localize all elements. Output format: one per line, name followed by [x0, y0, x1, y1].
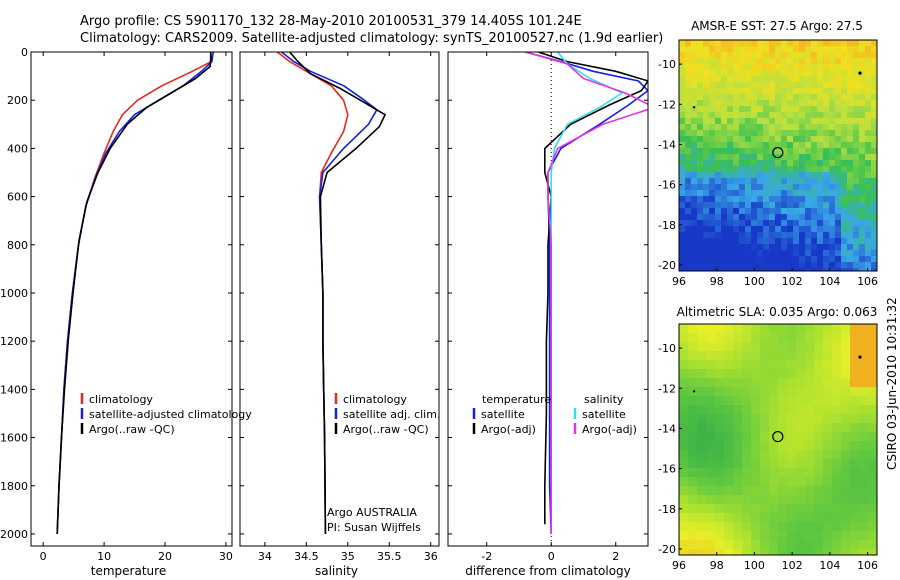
- x-tick-label: 10: [97, 550, 111, 563]
- x-axis-label: difference from climatology: [465, 564, 631, 578]
- argo-location-marker: [772, 146, 784, 159]
- plot-frame: [447, 51, 649, 547]
- y-tick-label: 800: [7, 239, 28, 252]
- series-line-argo-raw-qc: [56, 52, 212, 535]
- x-tick-label: 34.5: [294, 550, 319, 563]
- temperature-profile-panel: 0 10 20 30 0 200 400 600 800 1000 1200 1400 1600 1800…: [0, 46, 252, 578]
- x-tick-label: 0: [548, 550, 555, 563]
- legend-label: satellite-adjusted climatology: [89, 408, 252, 421]
- plot-frame: [30, 51, 233, 547]
- lat-tick-label: -20: [658, 259, 676, 272]
- y-tick-label: 200: [7, 94, 28, 107]
- timestamp-label: CSIRO 03-Jun-2010 10:31:32: [885, 297, 899, 470]
- series-line-argo-adj-salinity: [525, 52, 648, 534]
- argo-info-annotation: Argo AUSTRALIA: [327, 506, 417, 519]
- lat-tick-label: -12: [658, 382, 676, 395]
- series-line-satellite-temperature: [525, 52, 648, 535]
- lon-tick-label: 100: [744, 275, 765, 288]
- lon-tick-label: 96: [672, 559, 686, 572]
- x-tick-label: 35.5: [377, 550, 402, 563]
- island-marker: [692, 106, 696, 109]
- map-frame: [678, 39, 878, 272]
- lat-tick-label: -14: [658, 138, 676, 151]
- x-tick-label: 36: [424, 550, 438, 563]
- series-line-climatology: [56, 52, 214, 535]
- argo-location-marker: [772, 430, 784, 443]
- sla-map-panel: Altimetric SLA: 0.035 Argo: 0.063 96 98 10…: [658, 305, 878, 572]
- x-tick-label: 34: [258, 550, 272, 563]
- x-tick-label: 30: [219, 550, 233, 563]
- legend-label: satellite: [481, 408, 525, 421]
- lon-tick-label: 102: [782, 559, 803, 572]
- y-tick-label: 2000: [0, 528, 28, 541]
- legend-label: Argo(..raw -QC): [89, 423, 175, 436]
- lon-tick-label: 100: [744, 559, 765, 572]
- legend-label: Argo(..raw -QC): [343, 423, 429, 436]
- y-tick-label: 1800: [0, 480, 28, 493]
- lat-tick-label: -16: [658, 463, 676, 476]
- legend-header: temperature: [482, 393, 551, 406]
- x-tick-label: 35: [341, 550, 355, 563]
- legend-label: Argo(-adj): [481, 423, 536, 436]
- y-tick-label: 1400: [0, 383, 28, 396]
- sla-map-title: Altimetric SLA: 0.035 Argo: 0.063: [677, 305, 878, 319]
- lon-tick-label: 106: [857, 275, 878, 288]
- island-marker: [858, 355, 862, 359]
- lat-tick-label: -10: [658, 342, 676, 355]
- plot-frame: [239, 51, 440, 547]
- y-tick-label: 400: [7, 142, 28, 155]
- island-marker: [858, 71, 862, 75]
- y-tick-label: 1200: [0, 335, 28, 348]
- lat-tick-label: -12: [658, 98, 676, 111]
- map-frame: [678, 323, 878, 556]
- sla-field: [679, 324, 878, 556]
- series-line-climatology: [276, 52, 349, 535]
- x-tick-label: 20: [158, 550, 172, 563]
- series-line-satellite-adj-clim: [281, 52, 378, 535]
- island-marker: [692, 390, 696, 393]
- series-line-argo-raw-qc: [289, 52, 386, 535]
- legend-header: salinity: [584, 393, 624, 406]
- x-tick-label: -2: [481, 550, 492, 563]
- sst-map-title: AMSR-E SST: 27.5 Argo: 27.5: [691, 19, 863, 33]
- x-tick-label: 2: [612, 550, 619, 563]
- lon-tick-label: 106: [857, 559, 878, 572]
- lat-tick-label: -14: [658, 422, 676, 435]
- salinity-profile-panel: 34 34.5 35 35.5 36 salinity climatology satelli…: [239, 51, 440, 578]
- lat-tick-label: -10: [658, 58, 676, 71]
- x-tick-label: 0: [40, 550, 47, 563]
- lon-tick-label: 104: [819, 559, 840, 572]
- lon-tick-label: 98: [710, 559, 724, 572]
- lat-tick-label: -18: [658, 219, 676, 232]
- legend-label: satellite: [582, 408, 626, 421]
- lat-tick-label: -20: [658, 543, 676, 556]
- x-axis-label: salinity: [315, 564, 358, 578]
- lon-tick-label: 104: [819, 275, 840, 288]
- lat-tick-label: -18: [658, 503, 676, 516]
- y-tick-label: 0: [21, 46, 28, 59]
- y-tick-label: 600: [7, 191, 28, 204]
- lon-tick-label: 102: [782, 275, 803, 288]
- figure-title-line2: Climatology: CARS2009. Satellite-adjuste…: [80, 31, 663, 46]
- legend-label: Argo(-adj): [582, 423, 637, 436]
- lat-tick-label: -16: [658, 179, 676, 192]
- sst-map-panel: AMSR-E SST: 27.5 Argo: 27.5 96 98 100 102 10…: [658, 19, 878, 288]
- sst-field: [679, 40, 878, 272]
- figure-title-line1: Argo profile: CS 5901170_132 28-May-2010…: [80, 14, 582, 29]
- series-line-satellite-salinity: [550, 52, 624, 534]
- lon-tick-label: 96: [672, 275, 686, 288]
- series-line-satellite-adjusted-climatology: [56, 52, 214, 535]
- y-tick-label: 1600: [0, 432, 28, 445]
- lon-tick-label: 98: [710, 275, 724, 288]
- x-axis-label: temperature: [91, 564, 166, 578]
- y-tick-label: 1000: [0, 287, 28, 300]
- series-line-argo-adj-temperature: [538, 52, 648, 525]
- legend-label: climatology: [343, 393, 407, 406]
- argo-info-annotation: PI: Susan Wijffels: [327, 521, 421, 534]
- legend-label: satellite adj. clim.: [343, 408, 440, 421]
- legend-label: climatology: [89, 393, 153, 406]
